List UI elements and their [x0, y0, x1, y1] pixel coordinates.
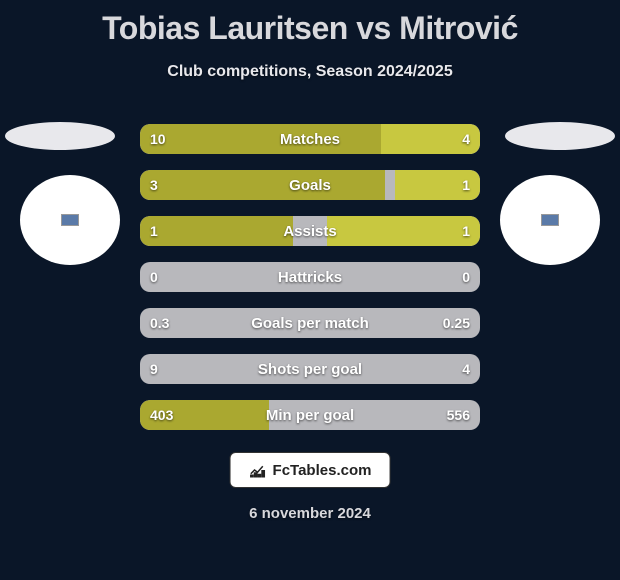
stats-container: Matches104Goals31Assists11Hattricks00Goa…: [140, 124, 480, 446]
stat-row: Hattricks0 0: [140, 262, 480, 292]
stat-value-right: 0.25: [443, 308, 470, 338]
player-right-ellipse: [505, 122, 615, 150]
stat-row: Min per goal403 556: [140, 400, 480, 430]
stat-value-left: 403: [150, 400, 173, 430]
flag-icon: [541, 214, 559, 226]
page-title: Tobias Lauritsen vs Mitrović: [0, 0, 620, 47]
stat-value-right: 0: [462, 262, 470, 292]
stat-value-right: 556: [447, 400, 470, 430]
stat-value-right: 4: [462, 124, 470, 154]
brand-text: FcTables.com: [273, 462, 372, 479]
stat-label: Goals per match: [140, 308, 480, 338]
stat-value-left: 10: [150, 124, 166, 154]
player-right-avatar: [500, 175, 600, 265]
stat-row: Shots per goal9 4: [140, 354, 480, 384]
flag-icon: [61, 214, 79, 226]
brand-badge: FcTables.com: [230, 452, 391, 488]
stat-value-right: 1: [462, 170, 470, 200]
stat-label: Shots per goal: [140, 354, 480, 384]
stat-label: Hattricks: [140, 262, 480, 292]
stat-label: Assists: [140, 216, 480, 246]
stat-row: Matches10 4: [140, 124, 480, 154]
page-subtitle: Club competitions, Season 2024/2025: [0, 63, 620, 81]
footer-date: 6 november 2024: [0, 505, 620, 522]
stat-label: Matches: [140, 124, 480, 154]
stat-value-right: 4: [462, 354, 470, 384]
stat-value-left: 1: [150, 216, 158, 246]
stat-row: Goals per match0.3 0.25: [140, 308, 480, 338]
stat-row: Assists1 1: [140, 216, 480, 246]
stat-value-left: 0: [150, 262, 158, 292]
stat-label: Min per goal: [140, 400, 480, 430]
stat-label: Goals: [140, 170, 480, 200]
stat-value-right: 1: [462, 216, 470, 246]
stat-value-left: 0.3: [150, 308, 169, 338]
player-left-ellipse: [5, 122, 115, 150]
stat-value-left: 9: [150, 354, 158, 384]
stat-row: Goals3 1: [140, 170, 480, 200]
player-left-avatar: [20, 175, 120, 265]
stat-value-left: 3: [150, 170, 158, 200]
chart-icon: [249, 461, 267, 479]
